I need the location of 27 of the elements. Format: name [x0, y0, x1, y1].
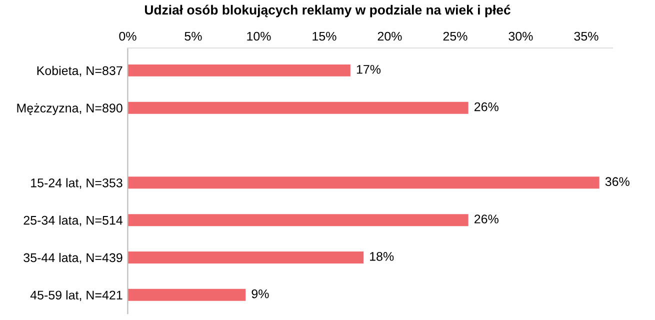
chart-title: Udział osób blokujących reklamy w podziale na wiek i płeć	[144, 4, 510, 18]
data-label: 18%	[370, 252, 394, 261]
bar	[128, 252, 364, 264]
x-tick-label: 0%	[119, 32, 136, 41]
bar	[128, 102, 468, 114]
data-label: 17%	[356, 65, 381, 74]
data-label: 26%	[474, 214, 498, 224]
x-tick-label: 15%	[312, 32, 336, 41]
y-tick-label: 25-34 lata, N=514	[24, 216, 123, 226]
data-label: 9%	[252, 289, 269, 298]
y-tick-label: Kobieta, N=837	[37, 66, 122, 77]
x-tick-label: 35%	[574, 32, 598, 41]
x-tick-label: 30%	[508, 32, 533, 41]
y-tick-label: 15-24 lat, N=353	[31, 178, 122, 189]
y-tick-label: 45-59 lat, N=421	[30, 290, 122, 302]
y-tick-label: 35-44 lata, N=439	[24, 252, 122, 264]
bar	[128, 176, 600, 189]
bar	[128, 64, 350, 76]
x-tick-label: 25%	[443, 32, 468, 41]
x-tick-label: 10%	[247, 32, 271, 41]
bar	[128, 288, 246, 301]
data-label: 36%	[605, 177, 630, 186]
x-tick-label: 5%	[184, 32, 202, 41]
data-label: 26%	[474, 102, 498, 112]
y-tick-label: Mężczyzna, N=890	[17, 103, 122, 115]
bar	[128, 214, 468, 226]
x-tick-label: 20%	[378, 32, 402, 41]
